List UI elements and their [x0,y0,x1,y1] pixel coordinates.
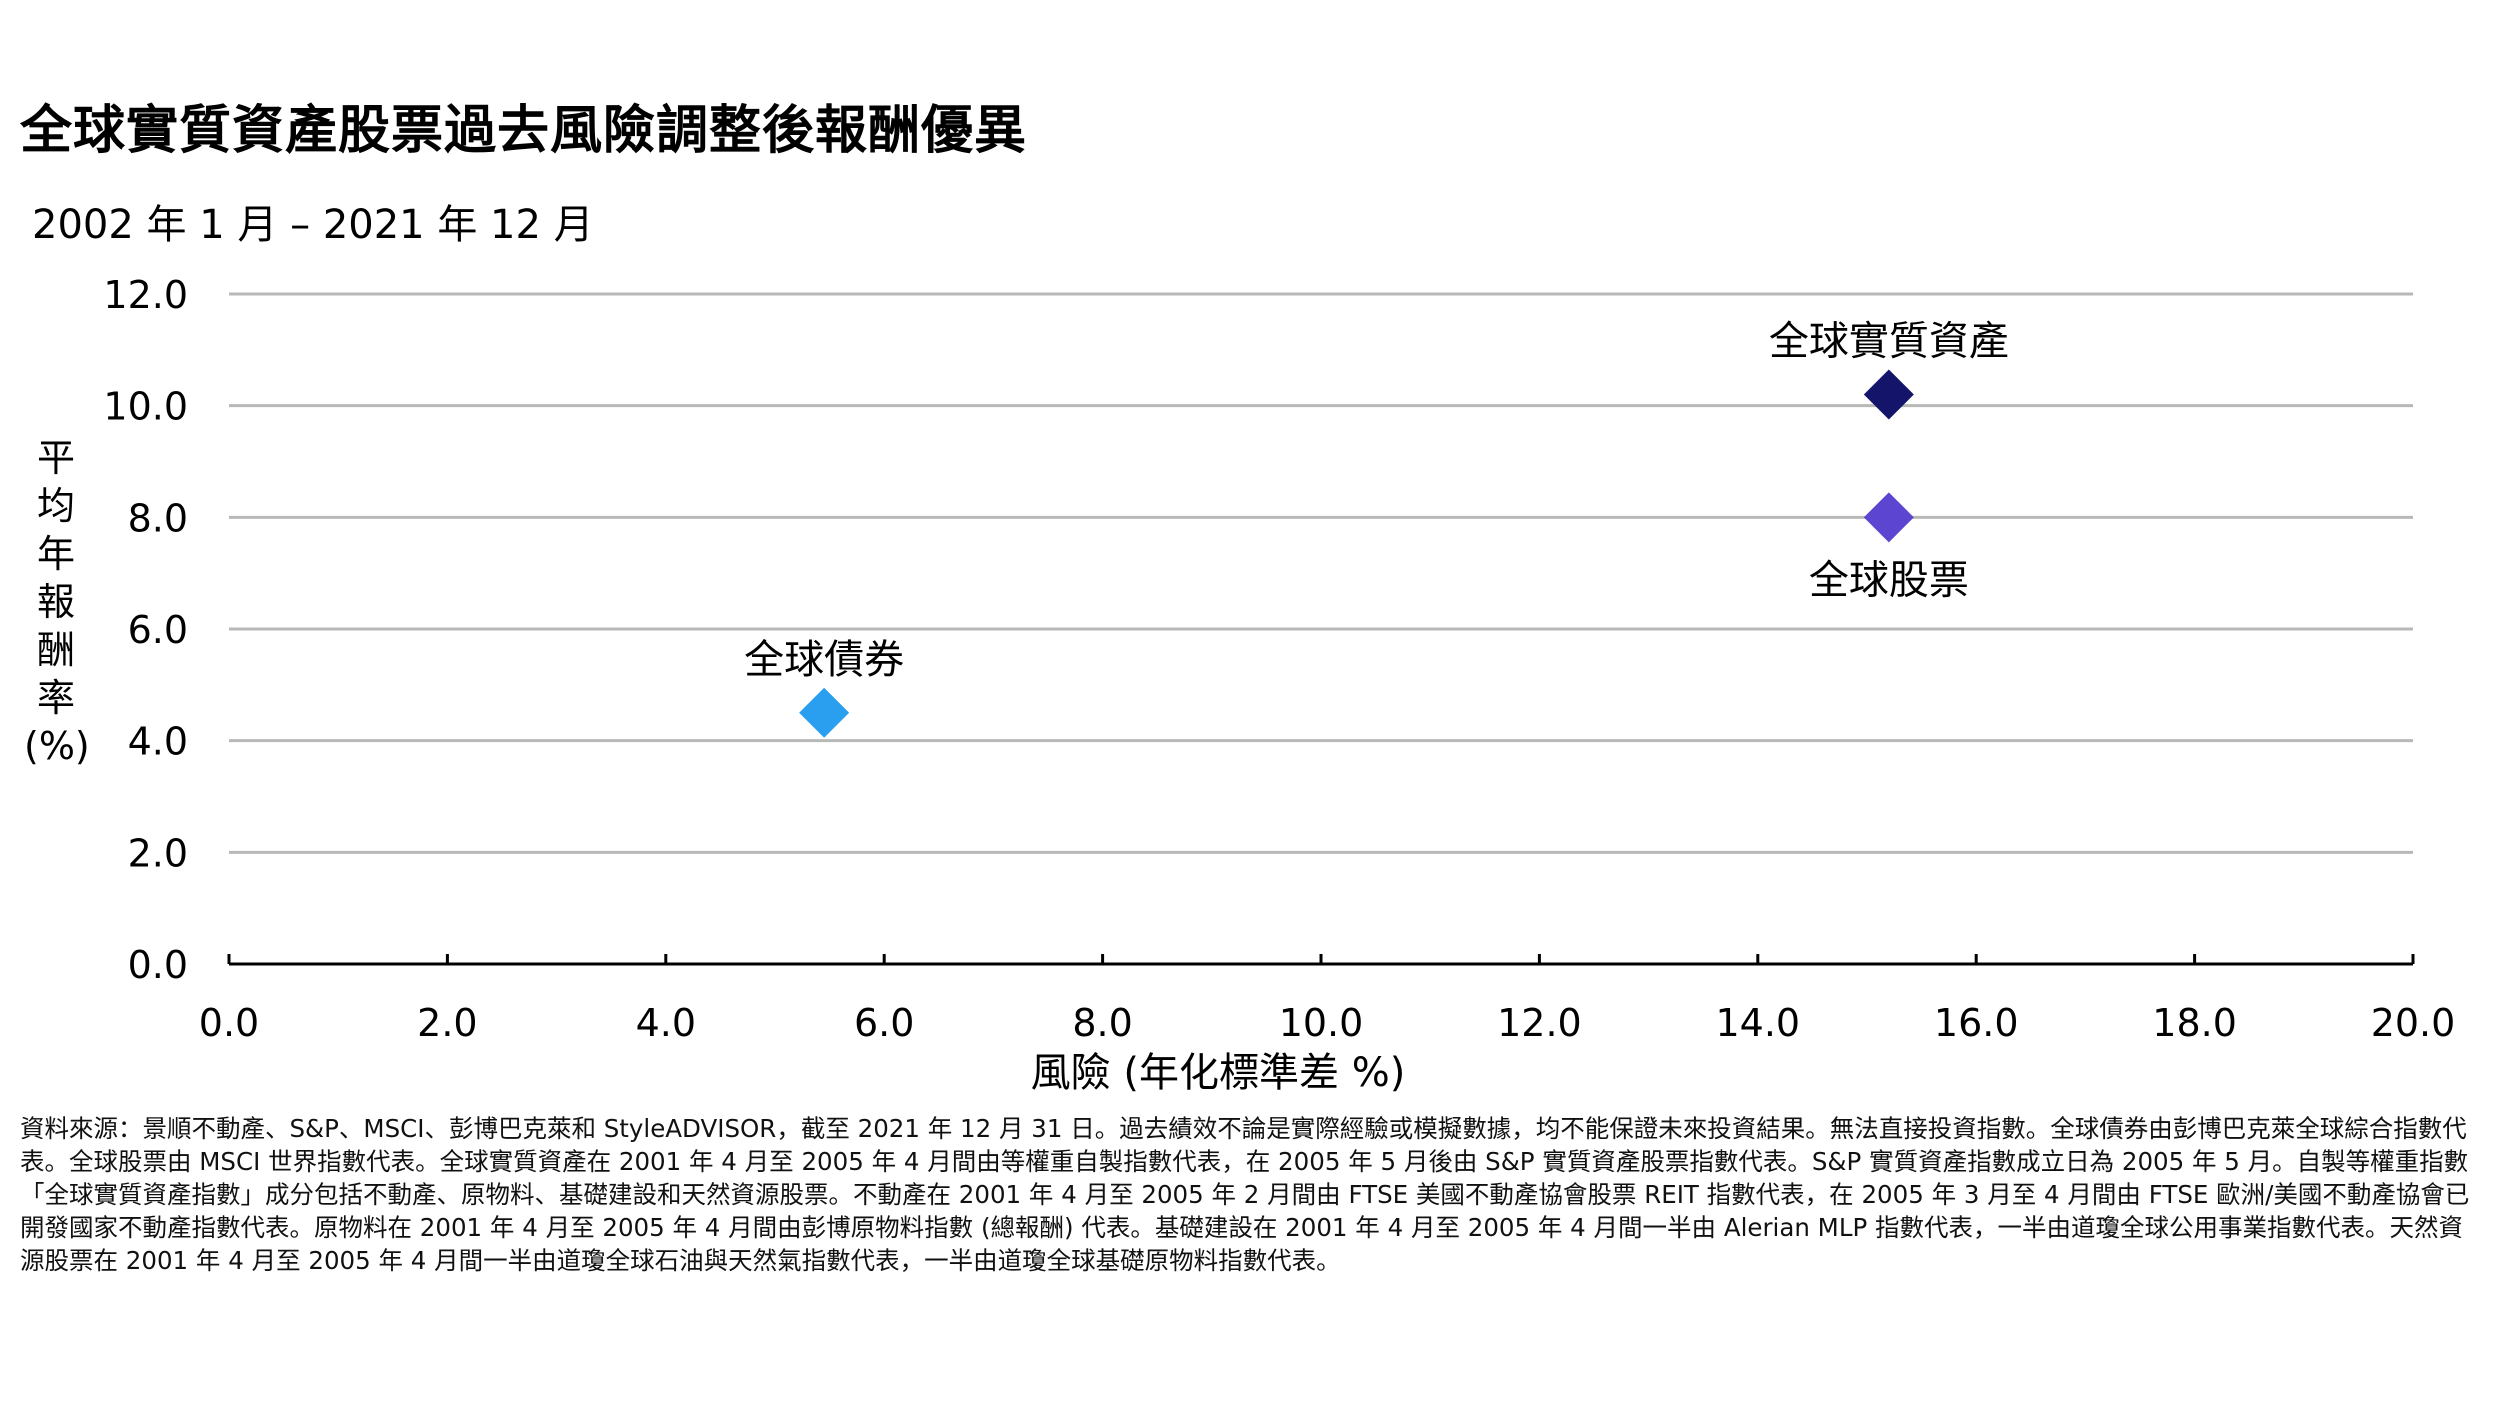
y-tick-label: 8.0 [128,496,188,540]
x-tick-label: 4.0 [636,1001,696,1045]
y-tick-label: 12.0 [103,273,188,317]
x-axis [227,954,2415,966]
data-point-marker [1863,492,1914,543]
y-tick-label: 2.0 [128,831,188,875]
data-point-label: 全球實質資產 [1769,319,2009,365]
y-axis-ticks: 0.0 2.0 4.0 6.0 8.0 10.0 12.0 [103,273,188,987]
data-point-label: 全球債券 [744,637,904,683]
x-tick-label: 2.0 [417,1001,477,1045]
x-tick-label: 0.0 [199,1001,259,1045]
y-axis-label: 平 均 年 報 酬 率 (%) [24,434,90,770]
chart-subtitle: 2002 年 1 月 – 2021 年 12 月 [32,202,594,248]
x-tick-label: 20.0 [2371,1001,2456,1045]
y-axis-label-char: 率 [36,676,75,720]
data-point-label: 全球股票 [1809,557,1969,603]
x-tick-label: 14.0 [1715,1001,1800,1045]
data-point-marker [799,687,850,738]
y-tick-label: 6.0 [128,608,188,652]
x-tick-label: 8.0 [1072,1001,1132,1045]
y-axis-label-char: 年 [36,532,75,576]
y-axis-label-char: 酬 [36,628,75,672]
data-point-marker [1863,369,1914,420]
x-tick-label: 12.0 [1497,1001,1582,1045]
x-tick-label: 10.0 [1279,1001,1364,1045]
y-axis-label-char: 報 [36,580,75,624]
y-tick-label: 10.0 [103,385,188,429]
y-axis-label-char: (%) [24,724,90,768]
y-axis-label-char: 均 [36,484,75,528]
gridlines [229,292,2413,854]
x-tick-label: 16.0 [1934,1001,2019,1045]
chart-title: 全球實質資產股票過去風險調整後報酬優異 [20,101,1028,161]
y-axis-label-char: 平 [36,436,75,480]
y-tick-label: 4.0 [128,720,188,764]
x-tick-label: 18.0 [2152,1001,2237,1045]
x-axis-ticks: 0.0 2.0 4.0 6.0 8.0 10.0 12.0 14.0 16.0 18.0 20.0 [199,1001,2456,1045]
x-axis-label: 風險 (年化標準差 %) [1031,1050,1406,1096]
x-tick-label: 6.0 [854,1001,914,1045]
y-tick-label: 0.0 [128,943,188,987]
source-footnote: 資料來源：景順不動產、S&P、MSCI、彭博巴克萊和 StyleADVISOR，… [20,1114,2470,1275]
